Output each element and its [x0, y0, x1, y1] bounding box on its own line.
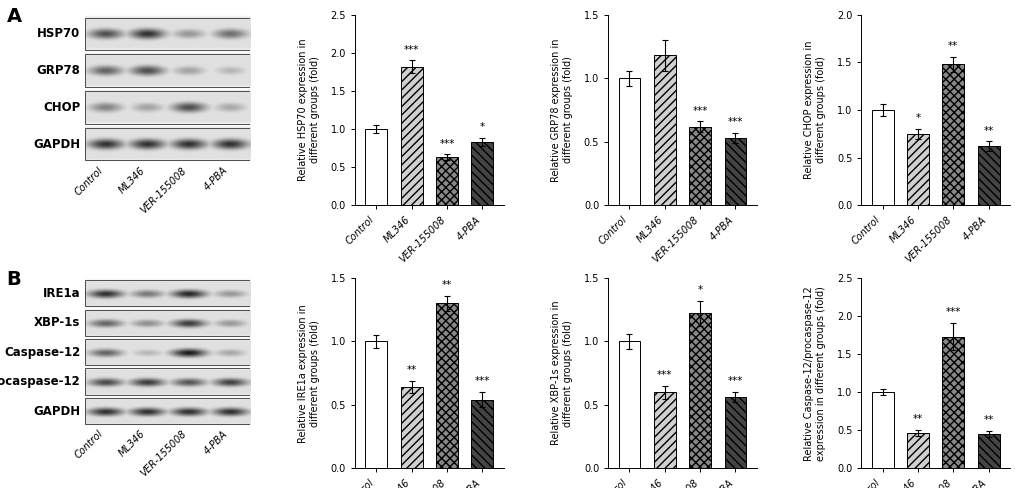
Bar — [85, 91, 251, 124]
Y-axis label: Relative Caspase-12/procaspase-12
expression in different groups (fold): Relative Caspase-12/procaspase-12 expres… — [803, 285, 825, 461]
Text: XBP-1s: XBP-1s — [34, 316, 81, 329]
Bar — [400, 387, 422, 468]
Text: VER-155008: VER-155008 — [139, 428, 189, 478]
Bar — [471, 400, 493, 468]
Bar — [85, 54, 251, 87]
Bar — [942, 64, 963, 205]
Text: A: A — [6, 7, 21, 26]
Bar — [723, 138, 746, 205]
Bar — [618, 341, 640, 468]
Bar — [436, 303, 458, 468]
Text: HSP70: HSP70 — [37, 27, 81, 41]
Text: B: B — [6, 270, 21, 289]
Bar — [400, 66, 422, 205]
Y-axis label: Relative HSP70 expression in
different groups (fold): Relative HSP70 expression in different g… — [298, 39, 319, 182]
Text: Control: Control — [73, 428, 105, 461]
Bar — [906, 433, 928, 468]
Bar — [365, 129, 387, 205]
Bar — [906, 134, 928, 205]
Y-axis label: Relative IRE1a expression in
different groups (fold): Relative IRE1a expression in different g… — [298, 304, 319, 443]
Text: ***: *** — [439, 139, 454, 148]
Y-axis label: Relative XBP-1s expression in
different groups (fold): Relative XBP-1s expression in different … — [550, 301, 572, 446]
Text: 4-PBA: 4-PBA — [202, 165, 229, 193]
Text: GAPDH: GAPDH — [33, 405, 81, 418]
Text: **: ** — [912, 414, 922, 424]
Text: **: ** — [982, 415, 993, 426]
Text: ML346: ML346 — [117, 165, 147, 195]
Bar — [85, 368, 251, 395]
Text: VER-155008: VER-155008 — [139, 165, 189, 215]
Y-axis label: Relative CHOP expression in
different groups (fold): Relative CHOP expression in different gr… — [803, 41, 825, 179]
Text: **: ** — [982, 126, 993, 136]
Text: ***: *** — [728, 117, 743, 127]
Text: IRE1a: IRE1a — [43, 287, 81, 300]
Bar — [471, 142, 493, 205]
Bar — [871, 110, 893, 205]
Text: Caspase-12: Caspase-12 — [4, 346, 81, 359]
Text: GAPDH: GAPDH — [33, 138, 81, 151]
Y-axis label: Relative GRP78 expression in
different groups (fold): Relative GRP78 expression in different g… — [550, 38, 572, 182]
Bar — [85, 280, 251, 306]
Text: **: ** — [948, 41, 958, 51]
Text: ***: *** — [945, 307, 960, 317]
Bar — [689, 313, 710, 468]
Text: ***: *** — [474, 376, 489, 386]
Bar — [365, 341, 387, 468]
Text: **: ** — [407, 365, 417, 375]
Text: ***: *** — [728, 376, 743, 386]
Bar — [976, 434, 999, 468]
Text: *: * — [479, 122, 484, 132]
Text: CHOP: CHOP — [43, 101, 81, 114]
Bar — [85, 309, 251, 336]
Bar — [942, 337, 963, 468]
Text: *: * — [697, 285, 702, 295]
Bar — [85, 18, 251, 50]
Text: Control: Control — [73, 165, 105, 198]
Bar — [85, 128, 251, 161]
Bar — [85, 398, 251, 424]
Bar — [871, 392, 893, 468]
Bar — [653, 392, 676, 468]
Text: ***: *** — [404, 45, 419, 55]
Text: procaspase-12: procaspase-12 — [0, 375, 81, 388]
Bar — [689, 126, 710, 205]
Bar — [618, 78, 640, 205]
Text: ***: *** — [692, 106, 707, 116]
Bar — [723, 397, 746, 468]
Text: **: ** — [441, 280, 451, 290]
Text: ***: *** — [656, 370, 672, 380]
Bar — [976, 146, 999, 205]
Text: 4-PBA: 4-PBA — [202, 428, 229, 456]
Bar — [653, 55, 676, 205]
Text: GRP78: GRP78 — [37, 64, 81, 77]
Bar — [85, 339, 251, 366]
Text: ML346: ML346 — [117, 428, 147, 459]
Text: *: * — [914, 113, 919, 123]
Bar — [436, 157, 458, 205]
